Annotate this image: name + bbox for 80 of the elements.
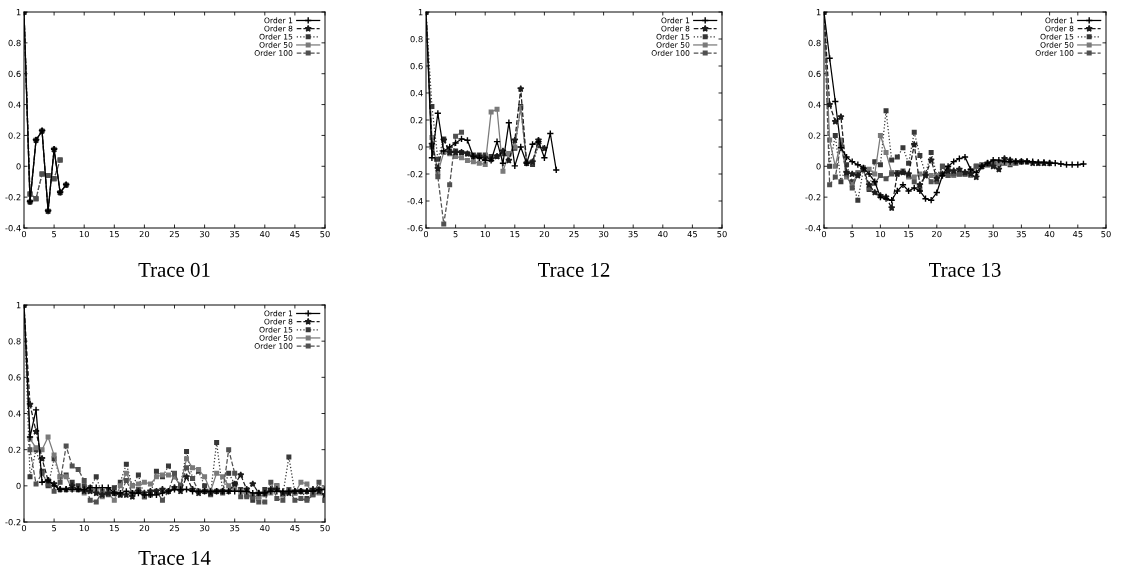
text: Trace 14	[138, 550, 211, 565]
x-tick-label: 0	[21, 230, 27, 238]
x-tick-label: 10	[480, 230, 490, 238]
y-tick-label: 0.4	[8, 410, 21, 417]
x-tick-label: 15	[109, 231, 119, 238]
x-tick-label: 0	[423, 230, 429, 238]
x-tick-label: 25	[569, 230, 579, 238]
x-tick-label: 20	[539, 230, 550, 238]
x-tick-label: 5	[453, 231, 458, 238]
y-tick-label: 0.2	[808, 132, 821, 139]
y-tick-label: 0	[16, 163, 21, 170]
y-tick-label: 0.2	[8, 132, 21, 139]
y-tick-label: 0.2	[410, 116, 423, 124]
x-tick-label: 15	[510, 231, 520, 238]
y-tick-label: 0.8	[808, 39, 821, 47]
x-tick-label: 40	[259, 230, 270, 238]
y-tick-label: 0.6	[8, 70, 21, 77]
text: Trace 13	[929, 262, 1001, 277]
y-tick-label: 0	[418, 143, 423, 151]
x-tick-label: 15	[904, 231, 914, 238]
x-tick-label: 45	[290, 231, 300, 238]
y-tick-label: 0.8	[8, 39, 21, 47]
y-tick-label: 0	[816, 163, 821, 170]
y-tick-label: 0.4	[8, 101, 21, 108]
x-tick-label: 0	[821, 230, 827, 238]
x-tick-label: 50	[717, 230, 727, 238]
x-tick-label: 20	[139, 524, 150, 532]
x-tick-label: 5	[52, 231, 57, 238]
x-tick-label: 25	[960, 230, 970, 238]
y-tick-label: 0.6	[808, 70, 821, 77]
x-tick-label: 45	[687, 231, 697, 238]
x-tick-label: 25	[169, 230, 180, 238]
x-tick-label: 50	[320, 524, 330, 532]
y-tick-label: 1	[418, 9, 423, 16]
y-tick-label: 0.8	[8, 338, 21, 345]
x-tick-label: 10	[876, 230, 886, 238]
text: Trace 01	[138, 262, 210, 277]
x-tick-label: 10	[79, 230, 89, 238]
y-tick-label: -0.2	[407, 170, 423, 178]
x-tick-label: 20	[139, 230, 150, 238]
y-tick-label: 1	[16, 302, 21, 309]
x-tick-label: 45	[290, 525, 300, 532]
x-tick-label: 35	[1016, 230, 1026, 238]
x-tick-label: 20	[932, 230, 942, 238]
x-tick-label: 5	[52, 525, 57, 532]
y-tick-label: 0.6	[410, 62, 423, 70]
x-tick-label: 30	[988, 230, 998, 238]
y-tick-label: -0.2	[5, 518, 21, 526]
x-tick-label: 35	[230, 230, 240, 238]
x-tick-label: 25	[169, 524, 180, 532]
y-tick-label: -0.4	[805, 224, 821, 232]
text: Trace 12	[538, 262, 610, 277]
y-tick-label: 0.8	[410, 35, 423, 43]
y-tick-label: 0.2	[8, 446, 21, 453]
x-tick-label: 30	[199, 230, 210, 238]
x-tick-label: 30	[199, 524, 210, 532]
y-tick-label: -0.4	[5, 224, 21, 232]
x-tick-label: 30	[598, 230, 609, 238]
x-tick-label: 50	[320, 230, 330, 238]
y-tick-label: -0.6	[407, 224, 423, 232]
y-tick-label: -0.4	[407, 197, 423, 205]
y-tick-label: 1	[816, 9, 821, 16]
y-tick-label: 0.6	[8, 374, 21, 381]
y-tick-label: 0.4	[410, 89, 423, 97]
y-tick-label: -0.2	[805, 194, 821, 201]
x-tick-label: 35	[628, 230, 638, 238]
x-tick-label: 10	[79, 524, 89, 532]
x-tick-label: 45	[1072, 231, 1083, 238]
y-tick-label: 1	[16, 9, 21, 16]
x-tick-label: 40	[1044, 230, 1055, 238]
x-tick-label: 40	[657, 230, 668, 238]
y-tick-label: 0	[16, 482, 21, 490]
y-tick-label: 0.4	[808, 101, 821, 108]
x-tick-label: 40	[259, 524, 270, 532]
x-tick-label: 50	[1101, 230, 1111, 238]
y-tick-label: -0.2	[5, 194, 21, 201]
x-tick-label: 15	[109, 525, 119, 532]
x-tick-label: 35	[230, 524, 240, 532]
x-tick-label: 0	[21, 524, 27, 532]
x-tick-label: 5	[850, 231, 855, 238]
